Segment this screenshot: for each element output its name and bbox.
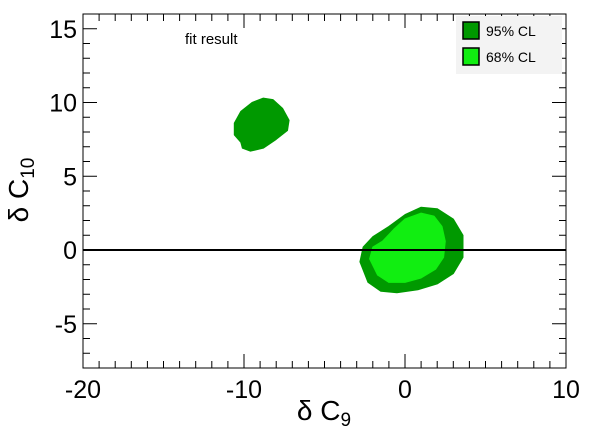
x-tick-label: 0	[398, 376, 412, 404]
legend-swatch-68cl	[462, 47, 480, 66]
legend: 95% CL 68% CL	[456, 16, 562, 74]
y-axis-symbol: δ C	[3, 179, 34, 223]
axis-ticks	[82, 13, 567, 369]
legend-swatch-95cl	[462, 21, 480, 40]
legend-label-68cl: 68% CL	[486, 49, 536, 65]
region-95cl-0	[233, 97, 290, 152]
region-68cl-0	[369, 212, 446, 283]
x-tick-label: -20	[65, 376, 101, 404]
y-axis-subscript: 10	[18, 158, 39, 179]
fit-result-annotation: fit result	[185, 31, 238, 48]
legend-label-95cl: 95% CL	[486, 23, 536, 39]
y-tick-label: 5	[63, 163, 77, 191]
confidence-regions	[233, 97, 464, 294]
tick-labels: -20 -10 0 10 -5 0 5 10 15	[49, 16, 580, 404]
x-axis-subscript: 9	[341, 410, 352, 431]
y-tick-label: 15	[49, 16, 77, 44]
y-tick-label: 0	[63, 237, 77, 265]
y-axis-title: δ C10	[3, 158, 39, 223]
y-tick-label: 10	[49, 90, 77, 118]
x-tick-label: -10	[226, 376, 262, 404]
y-tick-label: -5	[55, 311, 77, 339]
x-axis-title: δ C9	[297, 395, 351, 431]
x-axis-symbol: δ C	[297, 395, 341, 426]
x-tick-label: 10	[552, 376, 580, 404]
